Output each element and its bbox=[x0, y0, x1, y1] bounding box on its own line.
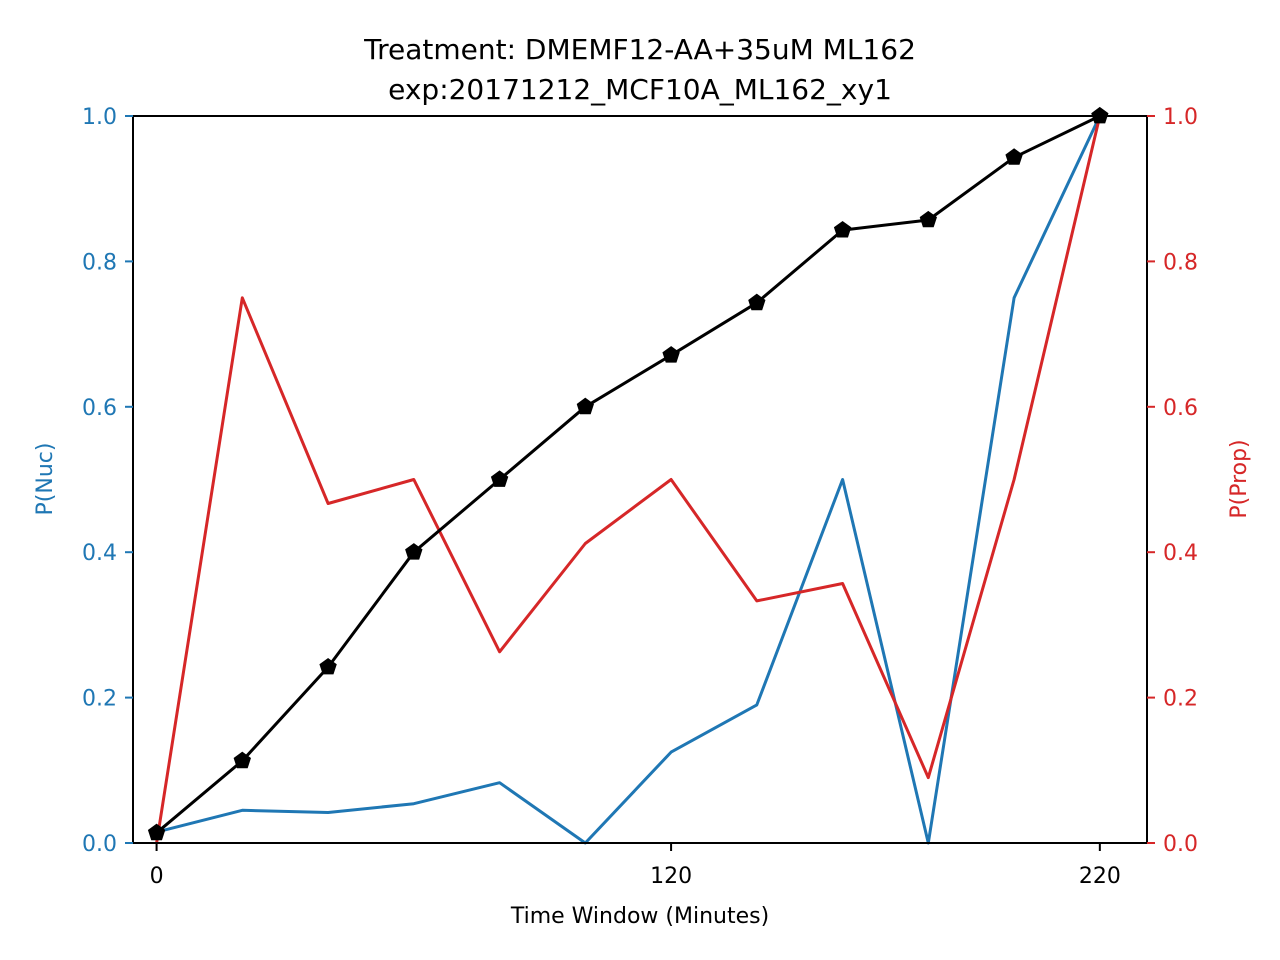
x-tick-label: 0 bbox=[150, 864, 164, 889]
y-tick-label-right: 1.0 bbox=[1163, 105, 1198, 130]
y-tick-label-left: 0.6 bbox=[82, 396, 117, 421]
y-tick-label-left: 0.4 bbox=[82, 541, 117, 566]
plot-frame bbox=[132, 115, 1148, 844]
data-point-marker bbox=[748, 293, 766, 311]
series-prop-line bbox=[155, 115, 1102, 844]
y-tick-label-left: 0.2 bbox=[82, 687, 117, 712]
data-point-marker bbox=[919, 210, 937, 228]
y-tick-label-right: 0.8 bbox=[1163, 250, 1198, 275]
series-nuc-line bbox=[156, 115, 1102, 845]
x-tick-label: 220 bbox=[1079, 864, 1121, 889]
y-axis-label-left: P(Nuc) bbox=[33, 443, 58, 516]
y-tick-label-right: 0.6 bbox=[1163, 396, 1198, 421]
series-cumulative-line bbox=[155, 114, 1101, 834]
data-point-marker bbox=[576, 397, 594, 415]
data-point-marker bbox=[833, 220, 852, 238]
data-point-marker bbox=[319, 657, 337, 675]
y-tick-label-left: 1.0 bbox=[82, 105, 117, 130]
y-tick-label-left: 0.8 bbox=[82, 250, 117, 275]
series-layer bbox=[147, 106, 1109, 845]
data-point-marker bbox=[147, 823, 166, 841]
data-point-marker bbox=[233, 751, 251, 769]
y-tick-label-left: 0.0 bbox=[82, 832, 117, 857]
data-point-marker bbox=[662, 346, 680, 363]
x-tick-label: 120 bbox=[650, 864, 692, 889]
chart-title: Treatment: DMEMF12-AA+35uM ML162 bbox=[363, 33, 916, 66]
y-tick-label-right: 0.2 bbox=[1163, 687, 1198, 712]
data-point-marker bbox=[405, 543, 423, 560]
y-axis-label-right: P(Prop) bbox=[1227, 439, 1252, 518]
x-axis-label: Time Window (Minutes) bbox=[510, 904, 769, 929]
data-point-marker bbox=[490, 470, 509, 487]
axes-layer: 0 120 220 0.0 0.2 0.4 0.6 0.8 1.0 0.0 0.2 0.4 0.6 0.8… bbox=[82, 105, 1198, 889]
y-tick-label-right: 0.0 bbox=[1163, 832, 1198, 857]
data-point-marker bbox=[1005, 148, 1023, 165]
chart-subtitle: exp:20171212_MCF10A_ML162_xy1 bbox=[388, 73, 892, 106]
y-tick-label-right: 0.4 bbox=[1163, 541, 1198, 566]
